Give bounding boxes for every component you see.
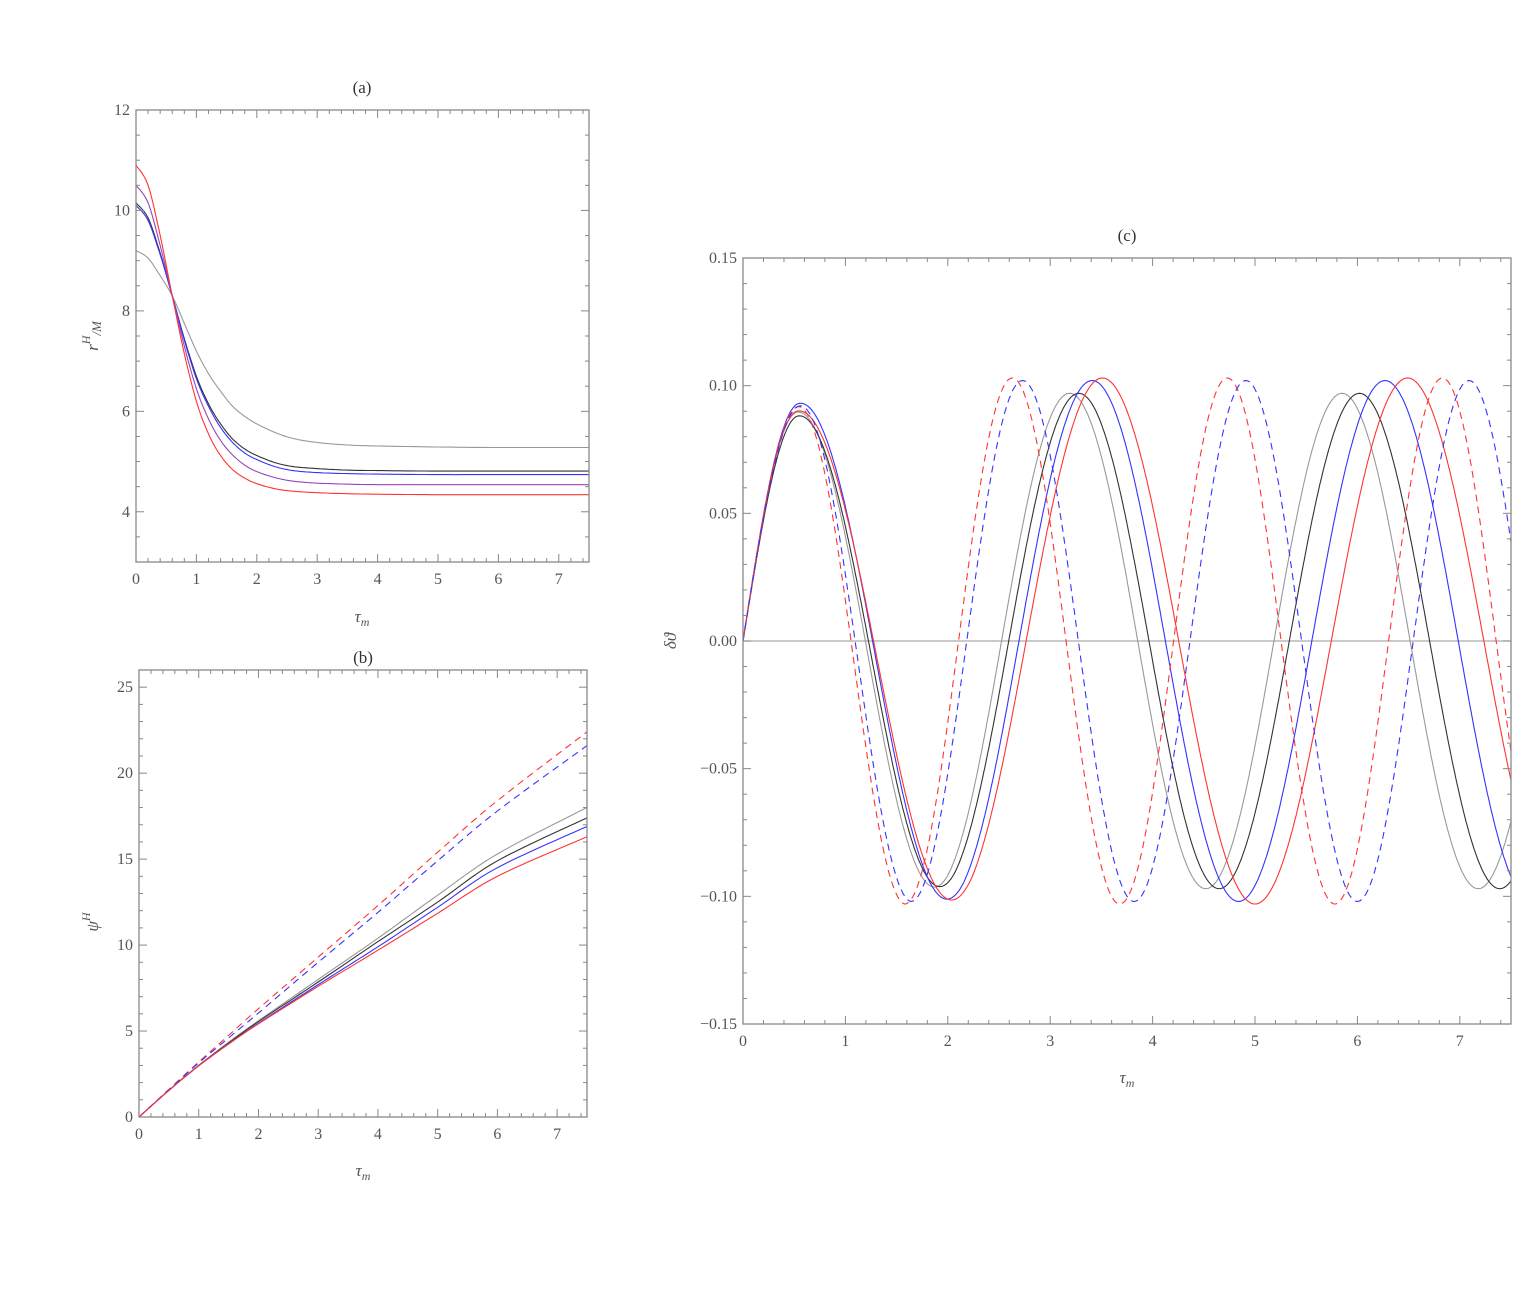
panel-c-ylabel: δϑ	[661, 631, 680, 649]
svg-text:3: 3	[1046, 1033, 1054, 1050]
series-gray	[139, 807, 587, 1117]
svg-text:−0.05: −0.05	[700, 761, 737, 778]
series-blue	[136, 205, 589, 476]
svg-text:3: 3	[314, 1126, 322, 1143]
panel-c-title: (c)	[1118, 226, 1137, 245]
svg-text:7: 7	[1456, 1033, 1464, 1050]
svg-text:4: 4	[374, 1126, 382, 1143]
series-purple	[136, 184, 589, 486]
series-blue	[743, 380, 1511, 902]
svg-text:0: 0	[132, 571, 140, 588]
series-black	[743, 392, 1511, 890]
svg-text:2: 2	[944, 1033, 952, 1050]
svg-text:5: 5	[125, 1023, 133, 1040]
svg-text:0.15: 0.15	[709, 250, 737, 267]
panel-b-xlabel: τm	[356, 1161, 371, 1183]
svg-text:6: 6	[493, 1126, 501, 1143]
panel-b-series	[139, 731, 587, 1117]
series-blue-dashed	[139, 745, 587, 1117]
svg-text:−0.10: −0.10	[700, 888, 737, 905]
svg-text:10: 10	[117, 937, 133, 954]
svg-text:12: 12	[114, 102, 130, 119]
panel-a-title: (a)	[353, 78, 372, 97]
series-red-dashed	[743, 377, 1511, 905]
svg-text:15: 15	[117, 851, 133, 868]
series-gray	[743, 392, 1511, 890]
panel-a-ylabel: rH/M	[79, 320, 104, 351]
panel-b-ticks: 0 1 2 3 4 5 6 7 0 5 10 15 20 25	[117, 669, 587, 1143]
panel-b-ylabel: ψH	[79, 911, 102, 932]
svg-text:5: 5	[434, 1126, 442, 1143]
svg-text:25: 25	[117, 679, 133, 696]
svg-text:4: 4	[122, 504, 130, 521]
series-black	[136, 202, 589, 472]
series-black	[139, 817, 587, 1117]
svg-text:1: 1	[195, 1126, 203, 1143]
panel-a-xlabel: τm	[355, 607, 370, 629]
svg-text:10: 10	[114, 202, 130, 219]
svg-text:2: 2	[254, 1126, 262, 1143]
svg-text:1: 1	[192, 571, 200, 588]
panel-c-ticks: 0 1 2 3 4 5 6 7 −0.15 −0.10 −0.05 0.00 0.05 0.10 0.15	[700, 250, 1511, 1050]
svg-text:6: 6	[494, 571, 502, 588]
svg-text:4: 4	[1149, 1033, 1157, 1050]
svg-text:6: 6	[122, 403, 130, 420]
svg-text:5: 5	[1251, 1033, 1259, 1050]
panel-c-xlabel: τm	[1120, 1068, 1135, 1090]
svg-text:3: 3	[313, 571, 321, 588]
svg-text:20: 20	[117, 765, 133, 782]
series-red	[139, 836, 587, 1117]
svg-text:7: 7	[553, 1126, 561, 1143]
svg-text:7: 7	[555, 571, 563, 588]
panel-b-title: (b)	[353, 648, 373, 667]
panel-b-frame	[138, 669, 588, 1118]
svg-text:−0.15: −0.15	[700, 1016, 737, 1033]
panel-c-series	[743, 377, 1511, 905]
svg-text:5: 5	[434, 571, 442, 588]
svg-text:0: 0	[135, 1126, 143, 1143]
panel-b-psi-plot: (b) 0 1 2 3 4 5 6 7 0 5 10 15 20 25 τm ψH	[79, 648, 588, 1183]
svg-text:0: 0	[125, 1109, 133, 1126]
svg-text:4: 4	[374, 571, 382, 588]
panel-c-delta-theta-plot: (c) 0 1 2 3 4 5 6 7−0.15−0.10−0.050.000.050.100…	[661, 226, 1512, 1090]
series-blue-dashed	[743, 380, 1511, 902]
svg-text:0.10: 0.10	[709, 378, 737, 395]
svg-text:0: 0	[739, 1033, 747, 1050]
series-blue	[139, 825, 587, 1117]
svg-text:6: 6	[1353, 1033, 1361, 1050]
series-red	[136, 164, 589, 496]
svg-text:8: 8	[122, 303, 130, 320]
svg-text:0.00: 0.00	[709, 633, 737, 650]
svg-text:1: 1	[841, 1033, 849, 1050]
series-gray	[136, 250, 589, 449]
series-red	[743, 377, 1511, 905]
panel-a-series	[136, 164, 589, 496]
svg-text:0.05: 0.05	[709, 505, 737, 522]
svg-text:2: 2	[253, 571, 261, 588]
